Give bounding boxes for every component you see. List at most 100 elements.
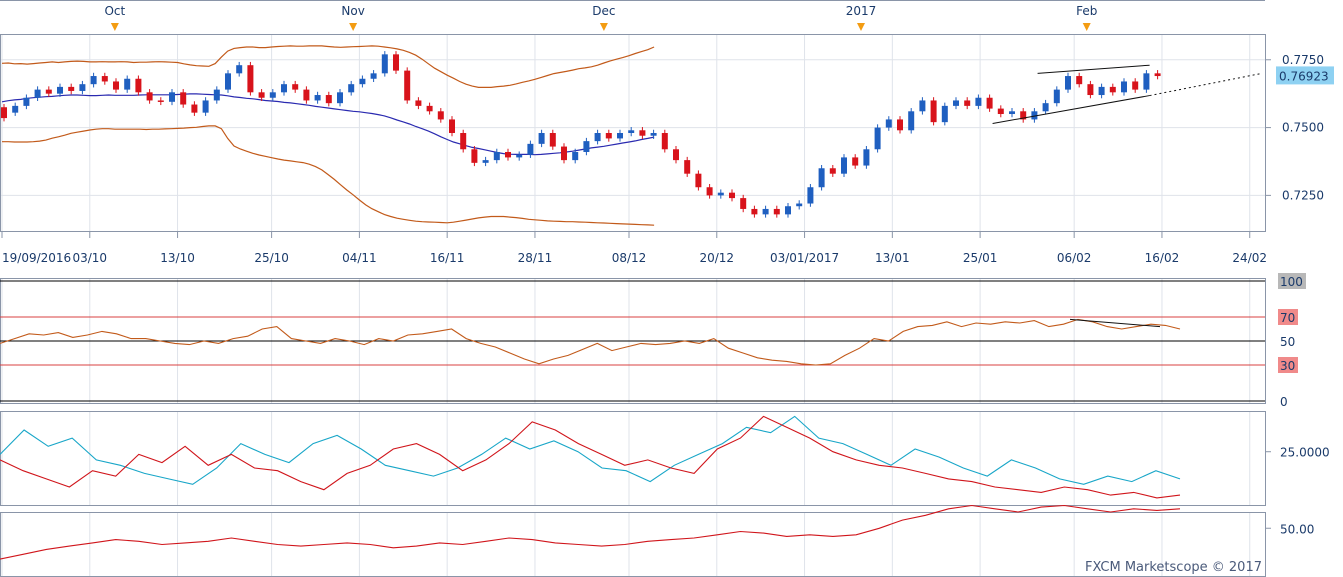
price-y-tick-1: 0.7500 [1282,121,1324,135]
rsi-tag-70 [1278,309,1298,325]
candle-body-21 [236,65,243,74]
month-label-2017: 2017 [846,4,877,18]
rsi-tag-50 [1278,333,1298,349]
gridlines [0,34,1265,577]
rsi-line [0,318,1181,366]
rsi-tag-0 [1278,393,1290,409]
candle-body-0 [1,107,7,119]
candle-body-98 [1098,86,1105,96]
candle-body-18 [202,100,209,113]
candle-body-30 [337,92,343,104]
candle-body-40 [449,119,455,133]
rsi-tag-30 [1278,357,1298,373]
candle-body-71 [796,203,803,207]
bottom-y-tick-0: 50.00 [1280,522,1314,536]
candle-body-89 [997,108,1004,115]
candle-body-25 [281,84,287,93]
candle-body-42 [471,149,478,163]
candle-body-43 [482,160,489,163]
candle-body-2 [23,97,30,106]
x-tick-label-11: 25/01 [963,251,998,265]
candle-body-70 [785,206,791,215]
di-minus-line [0,415,1181,499]
di-plus-line [0,415,1181,485]
candle-body-39 [437,111,444,120]
candle-body-86 [964,100,971,106]
x-tick-label-1: 03/10 [72,251,107,265]
candle-body-24 [269,92,276,98]
last-price-tag [1276,66,1334,85]
candle-body-47 [527,143,534,155]
adx-y-tick-0: 25.0000 [1280,446,1330,460]
candle-body-61 [684,160,691,174]
candle-body-23 [258,92,265,98]
candle-body-37 [415,100,422,106]
candle-body-68 [762,208,769,215]
candle-body-84 [941,105,948,123]
candle-body-50 [561,146,567,161]
candle-body-17 [191,104,198,113]
frame-bottom [0,512,1266,577]
candle-body-87 [975,97,982,106]
footer-brand: FXCM Marketscope © 2017 [1085,560,1262,575]
candle-body-92 [1031,111,1038,120]
month-label-Feb: Feb [1076,4,1097,18]
candle-body-33 [370,73,377,79]
candle-body-64 [717,192,724,196]
last-price-label: 0.76923 [1279,69,1329,83]
candle-body-88 [986,97,993,109]
x-tick-label-0: 19/09/2016 [2,251,71,265]
candle-body-79 [885,119,892,128]
bollinger-upper [1,45,655,88]
candle-body-35 [393,54,399,71]
candle-body-55 [617,133,623,139]
x-tick-label-10: 13/01 [875,251,910,265]
candle-body-46 [516,154,523,158]
candle-body-95 [1065,76,1071,90]
x-tick-label-2: 13/10 [160,251,195,265]
x-tick-label-14: 24/02 [1232,251,1267,265]
candle-body-36 [404,70,411,101]
candle-body-13 [146,92,153,101]
candle-body-4 [45,89,52,94]
month-label-Nov: Nov [341,4,364,18]
adx-line [0,504,1181,560]
candle-body-10 [113,81,119,90]
trendline-projection [1149,72,1263,97]
candle-body-12 [135,78,142,93]
candle-body-85 [953,100,959,106]
candle-body-20 [225,73,231,90]
candle-body-83 [930,100,937,123]
rsi-divergence-line [1069,318,1161,328]
candle-body-65 [729,192,735,199]
month-labels: Oct Nov Dec 2017 Feb [104,4,1097,31]
candle-body-73 [818,168,825,188]
x-tick-label-8: 20/12 [699,251,734,265]
date-axis: 19/09/2016 03/10 13/10 25/10 04/11 16/11 28/11… [1,232,1267,265]
candle-body-67 [751,208,758,215]
price-panel [1,45,1263,226]
candle-body-103 [1154,73,1161,77]
candle-body-32 [359,78,366,85]
candle-body-62 [695,173,702,188]
candle-body-52 [583,141,590,152]
rsi-y-tick-0: 100 [1280,275,1303,289]
candle-body-38 [426,105,433,112]
candle-body-16 [180,92,187,105]
bottom-indicator-panel [0,504,1181,560]
candle-body-44 [493,151,500,161]
candle-body-60 [673,149,679,161]
candle-body-15 [169,92,175,102]
x-tick-label-7: 08/12 [612,251,647,265]
frame-adx [0,411,1266,506]
candle-body-75 [841,157,847,174]
month-label-Oct: Oct [104,4,125,18]
x-tick-label-6: 28/11 [518,251,553,265]
candle-body-58 [650,133,657,136]
rsi-y-tick-3: 30 [1280,359,1295,373]
candle-body-102 [1143,73,1150,90]
candle-body-76 [852,157,859,166]
candle-body-14 [157,100,164,102]
candle-body-90 [1009,111,1015,115]
